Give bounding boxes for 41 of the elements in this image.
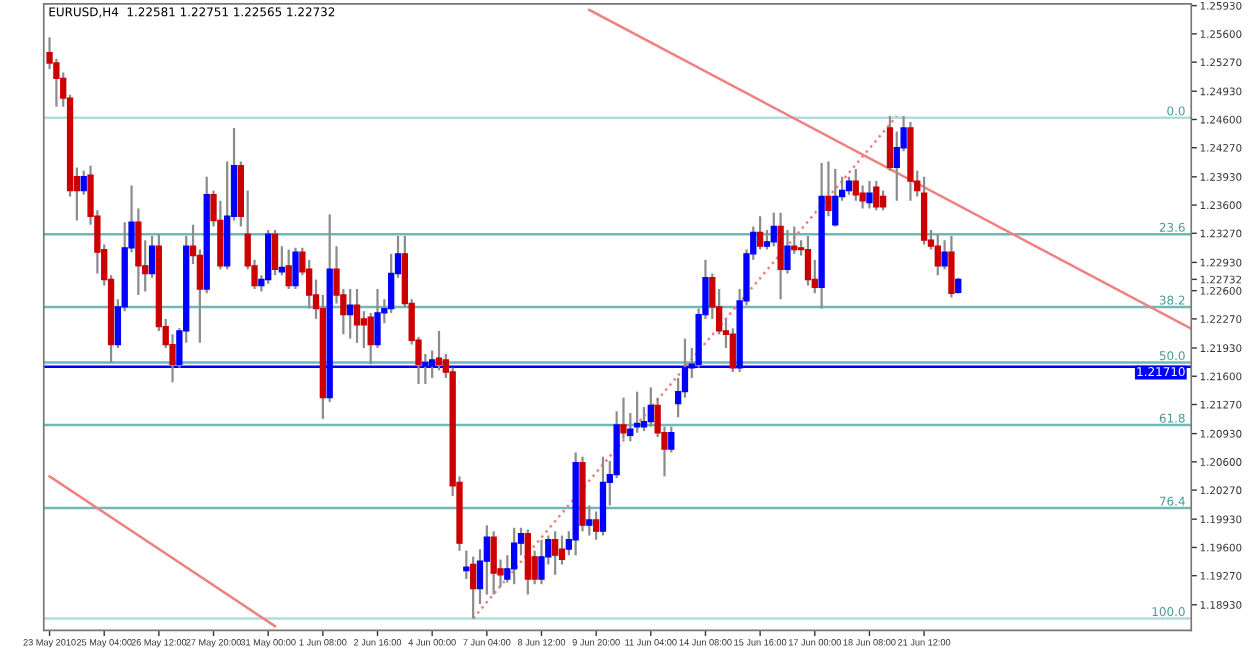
candlestick <box>524 528 531 596</box>
candlestick <box>551 530 559 576</box>
candlestick <box>804 234 812 287</box>
candlestick <box>367 311 374 366</box>
candlestick <box>866 179 873 210</box>
candlestick <box>586 504 593 537</box>
candlestick <box>285 248 292 291</box>
candlestick <box>592 510 600 541</box>
candlestick <box>353 287 361 344</box>
candlestick <box>435 329 443 372</box>
candlestick <box>620 396 627 440</box>
candlestick <box>729 327 736 374</box>
candlestick <box>511 526 518 586</box>
candlestick <box>941 239 948 271</box>
candlestick <box>490 530 497 596</box>
candlestick <box>756 215 764 251</box>
candlestick <box>271 228 279 277</box>
candlestick <box>292 246 299 291</box>
candlestick <box>832 168 839 228</box>
candlestick <box>668 425 675 454</box>
candlestick <box>470 555 477 620</box>
candlestick <box>483 524 490 596</box>
candlestick <box>825 160 832 218</box>
candlestick <box>538 538 545 586</box>
candlestick <box>80 169 87 196</box>
candlestick <box>777 211 784 301</box>
candlestick <box>791 225 798 255</box>
candlestick <box>647 386 654 428</box>
candlestick <box>920 175 928 246</box>
candlestick <box>873 179 880 212</box>
candlestick <box>463 549 470 581</box>
candlestick <box>265 228 272 285</box>
candlestick <box>879 189 887 212</box>
candlestick <box>360 310 368 350</box>
candlestick <box>217 199 224 271</box>
candlestick <box>948 234 955 299</box>
candlestick <box>770 211 777 248</box>
candlestick <box>852 168 859 202</box>
candlestick <box>934 233 941 277</box>
candlestick <box>784 228 791 275</box>
candlestick <box>347 287 354 340</box>
